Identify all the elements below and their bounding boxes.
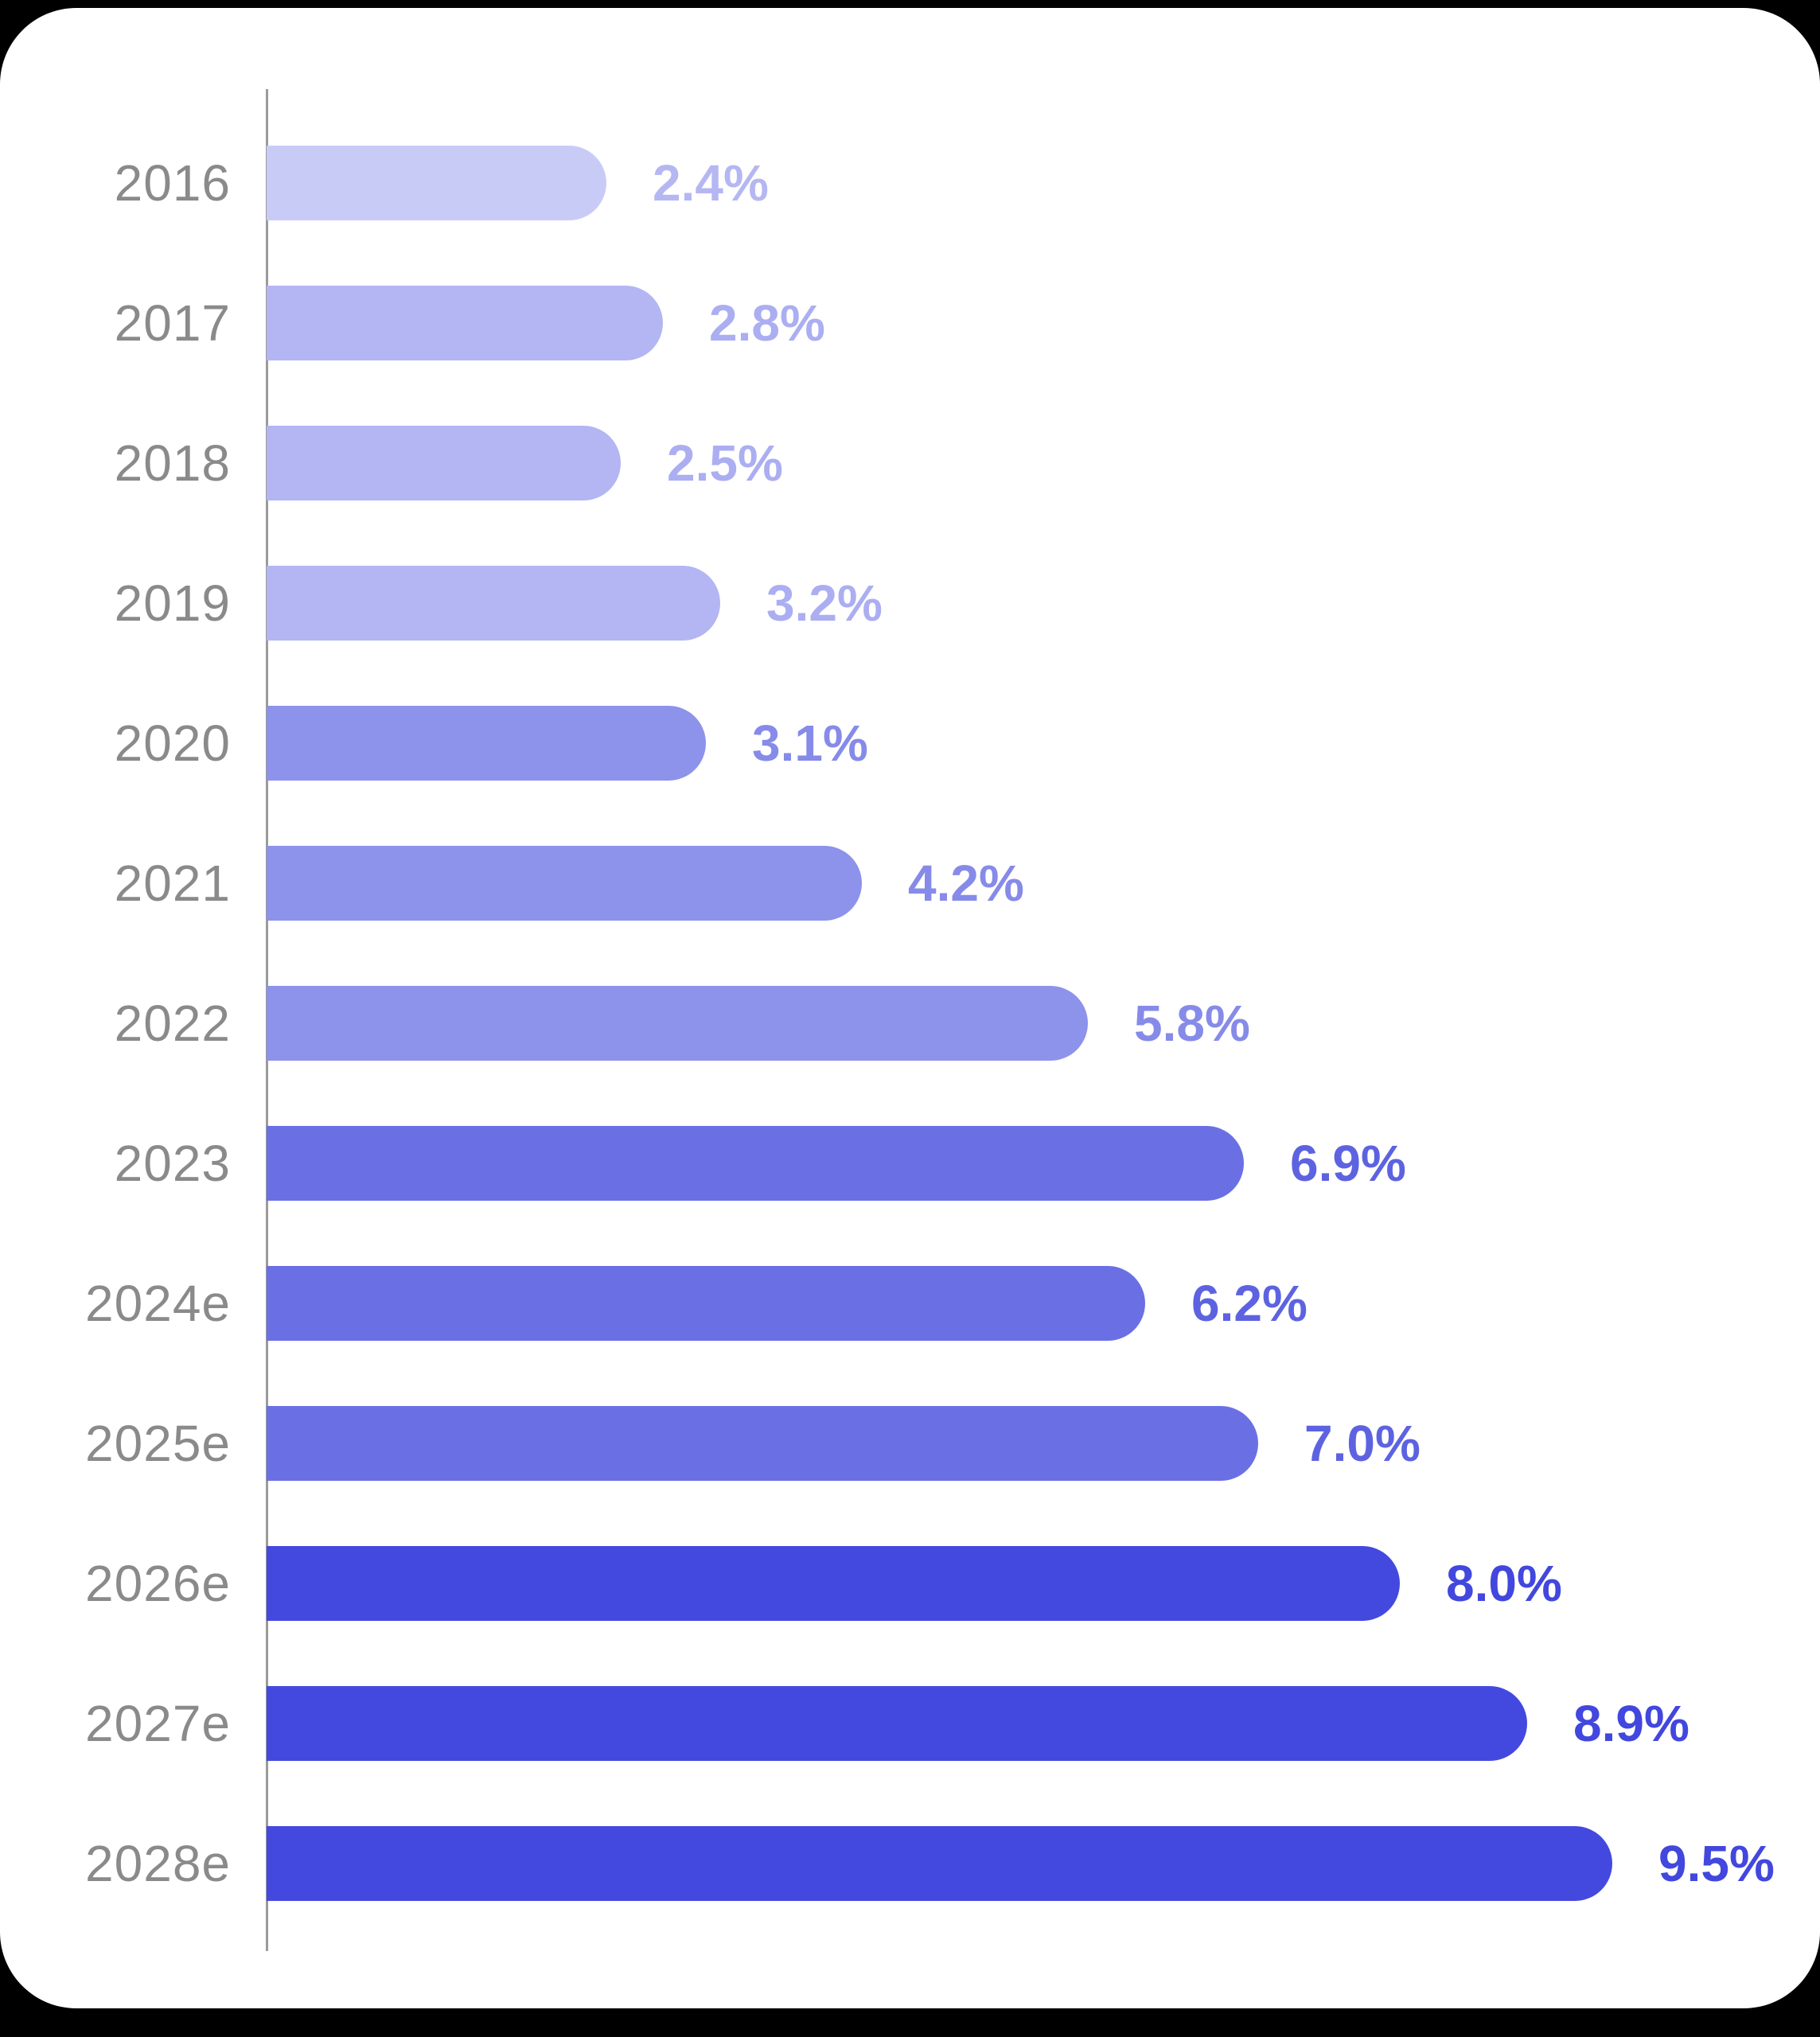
value-label: 9.5% xyxy=(1658,1835,1775,1892)
bar xyxy=(267,1126,1244,1201)
chart-row: 2017 2.8% xyxy=(0,253,1820,393)
year-label: 2025e xyxy=(85,1415,231,1472)
value-label: 6.9% xyxy=(1290,1135,1406,1192)
bar xyxy=(267,566,720,641)
bar xyxy=(267,1546,1400,1621)
bar xyxy=(267,146,606,220)
chart-row: 2022 5.8% xyxy=(0,953,1820,1093)
year-label: 2028e xyxy=(85,1835,231,1892)
year-label: 2019 xyxy=(114,574,231,632)
year-label: 2021 xyxy=(114,855,231,912)
value-label: 5.8% xyxy=(1134,995,1250,1052)
value-label: 2.5% xyxy=(667,434,783,492)
year-label: 2022 xyxy=(114,995,231,1052)
year-label: 2023 xyxy=(114,1135,231,1192)
value-label: 2.4% xyxy=(653,154,769,212)
bar-chart: 2016 2.4% 2017 2.8% 2018 2.5% 2019 3.2% … xyxy=(0,113,1820,1934)
chart-row: 2024e 6.2% xyxy=(0,1233,1820,1373)
chart-row: 2027e 8.9% xyxy=(0,1653,1820,1794)
chart-card: 2016 2.4% 2017 2.8% 2018 2.5% 2019 3.2% … xyxy=(0,8,1820,2008)
value-label: 7.0% xyxy=(1304,1415,1421,1472)
chart-row: 2028e 9.5% xyxy=(0,1794,1820,1934)
bar xyxy=(267,286,663,360)
chart-row: 2021 4.2% xyxy=(0,813,1820,953)
year-label: 2020 xyxy=(114,715,231,772)
bar xyxy=(267,986,1088,1061)
year-label: 2016 xyxy=(114,154,231,212)
year-label: 2017 xyxy=(114,294,231,352)
value-label: 6.2% xyxy=(1191,1275,1308,1332)
value-label: 3.2% xyxy=(766,574,883,632)
chart-row: 2018 2.5% xyxy=(0,393,1820,533)
value-label: 3.1% xyxy=(752,715,868,772)
value-label: 2.8% xyxy=(709,294,825,352)
value-label: 8.9% xyxy=(1573,1695,1689,1752)
year-label: 2024e xyxy=(85,1275,231,1332)
bar xyxy=(267,426,621,500)
chart-row: 2023 6.9% xyxy=(0,1093,1820,1233)
chart-row: 2019 3.2% xyxy=(0,533,1820,673)
chart-row: 2025e 7.0% xyxy=(0,1373,1820,1513)
bar xyxy=(267,1266,1145,1341)
chart-row: 2016 2.4% xyxy=(0,113,1820,253)
year-label: 2018 xyxy=(114,434,231,492)
bar xyxy=(267,1406,1258,1481)
chart-row: 2026e 8.0% xyxy=(0,1513,1820,1653)
year-label: 2026e xyxy=(85,1555,231,1612)
value-label: 4.2% xyxy=(908,855,1024,912)
bar xyxy=(267,1826,1612,1901)
bar xyxy=(267,1686,1527,1761)
year-label: 2027e xyxy=(85,1695,231,1752)
chart-row: 2020 3.1% xyxy=(0,673,1820,813)
bar xyxy=(267,706,706,781)
bar xyxy=(267,846,862,921)
value-label: 8.0% xyxy=(1446,1555,1562,1612)
